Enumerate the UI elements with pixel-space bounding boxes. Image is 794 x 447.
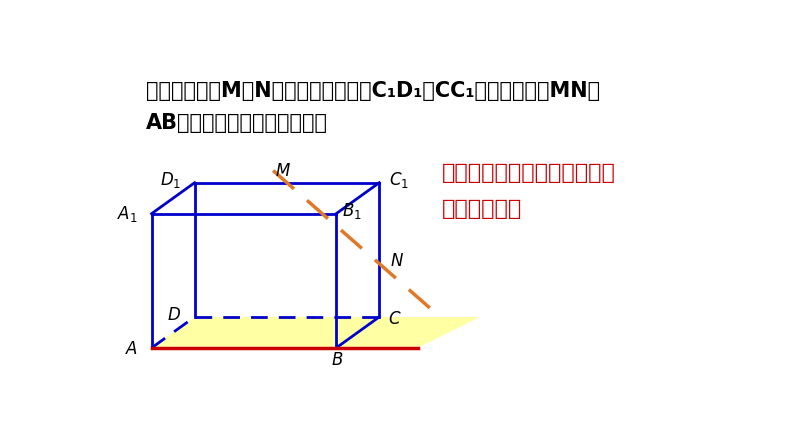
- Polygon shape: [152, 317, 480, 348]
- Text: 交也不平行。: 交也不平行。: [441, 199, 522, 219]
- Text: N: N: [390, 252, 403, 270]
- Text: 解：是，因为两条直线既不相: 解：是，因为两条直线既不相: [441, 163, 615, 183]
- Text: $D_1$: $D_1$: [160, 169, 181, 190]
- Text: M: M: [276, 162, 291, 180]
- Text: $C_1$: $C_1$: [388, 169, 409, 190]
- Text: AB所在的直线是异面直线吗？: AB所在的直线是异面直线吗？: [146, 113, 328, 133]
- Text: C: C: [388, 310, 400, 328]
- Text: B: B: [332, 351, 343, 369]
- Text: $A_1$: $A_1$: [117, 204, 137, 224]
- Text: 练习一、已知M、N分别是长方体的棱C₁D₁与CC₁上的点，那么MN与: 练习一、已知M、N分别是长方体的棱C₁D₁与CC₁上的点，那么MN与: [146, 80, 600, 101]
- Text: A: A: [126, 341, 137, 358]
- Text: D: D: [168, 306, 181, 325]
- Text: $B_1$: $B_1$: [342, 201, 362, 221]
